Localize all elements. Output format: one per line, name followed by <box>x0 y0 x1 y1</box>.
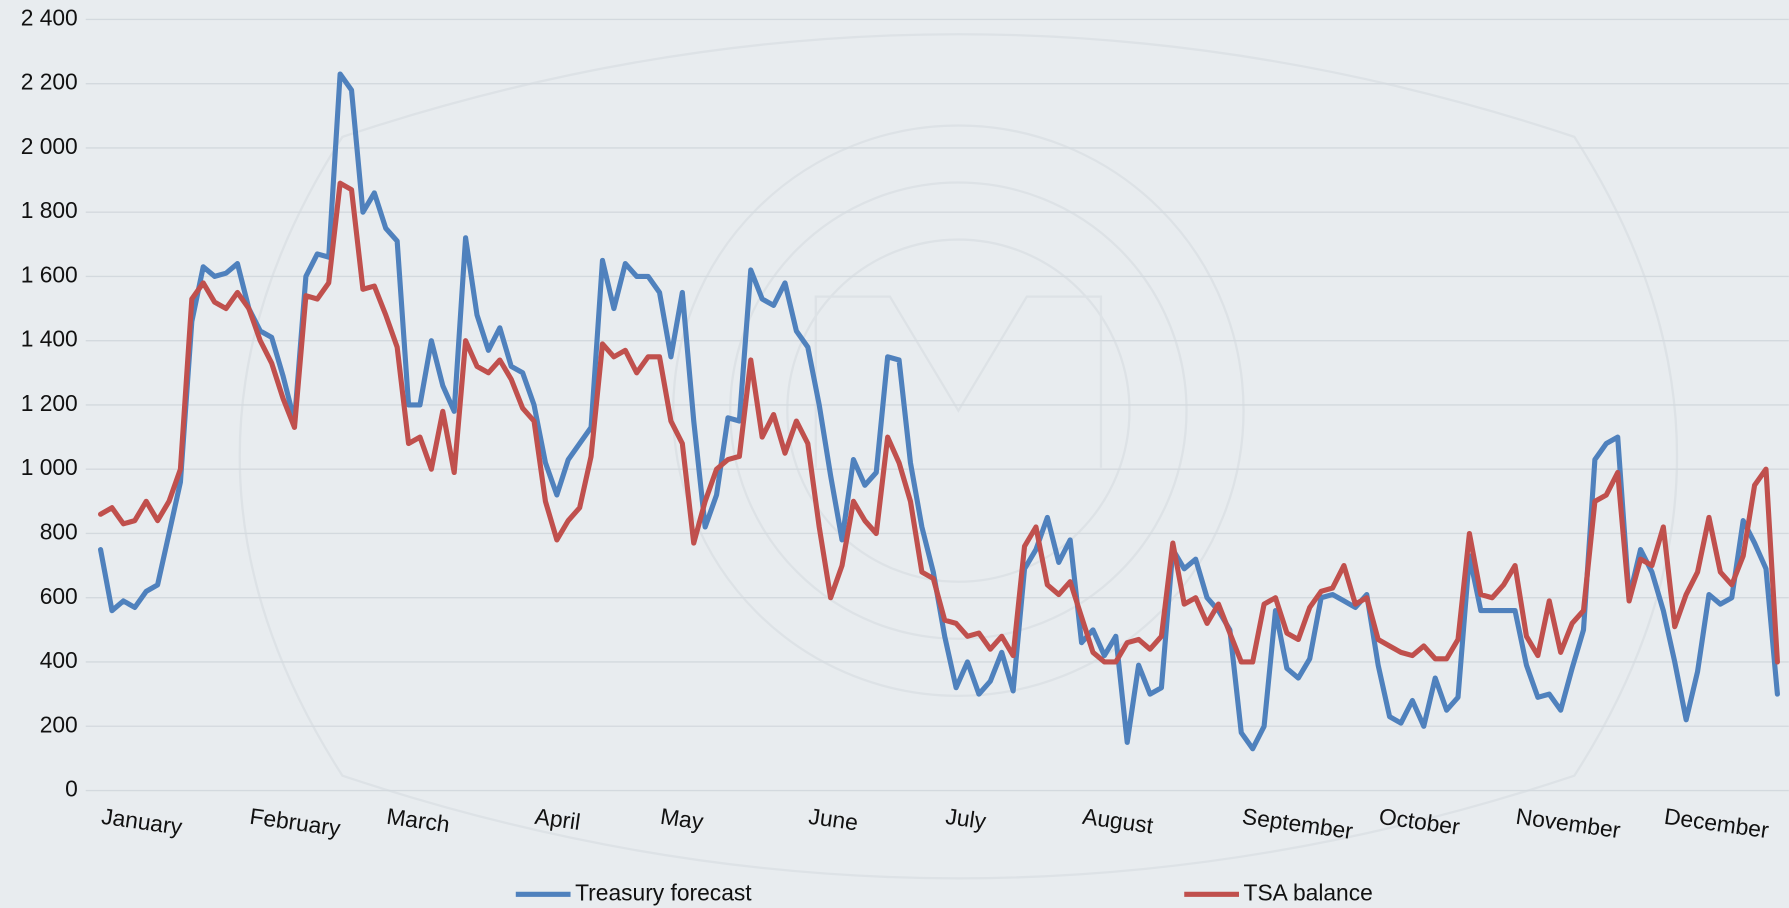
y-tick-label: 200 <box>40 711 78 737</box>
y-tick-label: 2 000 <box>21 133 78 159</box>
y-tick-label: 600 <box>40 583 78 609</box>
y-tick-label: 1 400 <box>21 326 78 352</box>
chart: 0 200 400 600 800 1 000 1 200 1 400 1 600 1 800 2 … <box>0 0 1789 908</box>
y-tick-label: 1 600 <box>21 261 78 287</box>
y-tick-label: 1 200 <box>21 390 78 416</box>
y-tick-label: 2 400 <box>21 4 78 30</box>
legend-label: TSA balance <box>1244 879 1373 905</box>
y-tick-label: 2 200 <box>21 69 78 95</box>
y-tick-label: 400 <box>40 647 78 673</box>
y-tick-label: 1 800 <box>21 197 78 223</box>
y-tick-label: 1 000 <box>21 454 78 480</box>
y-tick-label: 0 <box>65 776 78 802</box>
y-tick-label: 800 <box>40 519 78 545</box>
legend-label: Treasury forecast <box>575 879 752 905</box>
